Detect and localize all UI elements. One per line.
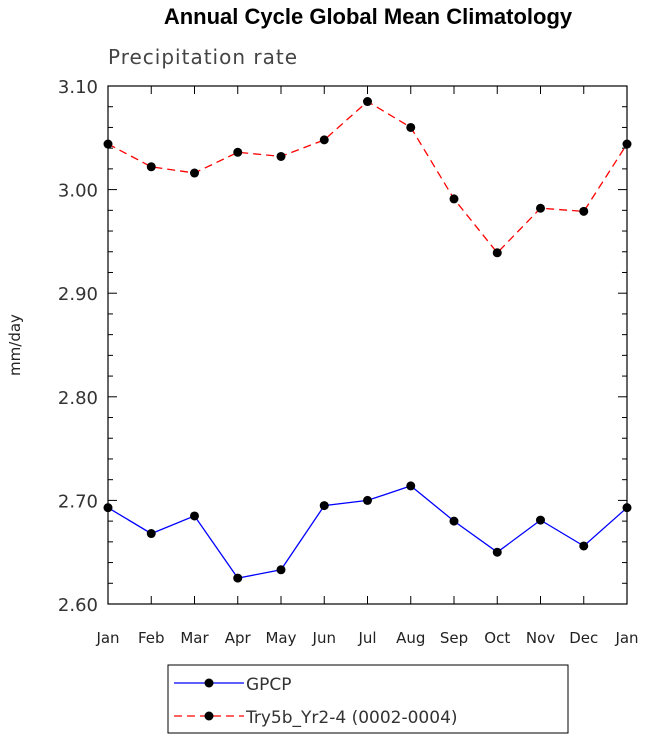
- point-gpcp: [449, 516, 459, 526]
- y-axis-label: mm/day: [6, 314, 24, 376]
- x-tick-label: Sep: [440, 629, 468, 647]
- x-tick-labels: Jan Feb Mar Apr May Jun Jul Aug Sep Oct Nov Dec Jan: [95, 629, 638, 647]
- point-try5b: [449, 194, 459, 204]
- chart-subtitle: Precipitation rate: [108, 45, 298, 69]
- x-tick-label: Jun: [312, 629, 336, 647]
- plot-frame: [107, 85, 628, 605]
- point-try5b: [146, 162, 156, 172]
- x-tick-label: Apr: [225, 629, 252, 647]
- legend-label-try5b: Try5b_Yr2-4 (0002-0004): [245, 708, 458, 728]
- x-tick-label: Jan: [614, 629, 638, 647]
- x-tick-label: Oct: [484, 629, 510, 647]
- legend-box: [167, 664, 569, 734]
- point-gpcp: [233, 573, 243, 583]
- point-gpcp: [146, 529, 156, 539]
- y-tick-label: 2.80: [58, 388, 98, 409]
- chart-title: Annual Cycle Global Mean Climatology: [164, 4, 573, 29]
- point-gpcp: [190, 511, 199, 521]
- x-tick-label: Dec: [569, 629, 598, 647]
- point-gpcp: [536, 515, 545, 525]
- point-try5b: [536, 203, 545, 213]
- plot-series: [103, 97, 632, 583]
- point-gpcp: [319, 501, 329, 511]
- legend-marker-gpcp: [204, 678, 214, 688]
- point-try5b: [276, 151, 286, 161]
- point-try5b: [233, 147, 243, 157]
- legend-marker-try5b: [204, 711, 214, 721]
- point-try5b: [190, 168, 199, 178]
- point-try5b: [579, 206, 589, 216]
- x-tick-label: Jan: [95, 629, 119, 647]
- y-tick-label: 2.60: [58, 595, 98, 616]
- x-tick-label: May: [265, 629, 296, 647]
- point-gpcp: [363, 495, 372, 505]
- x-tick-label: Mar: [180, 629, 209, 647]
- y-tick-label: 2.90: [58, 284, 98, 305]
- y-tick-label: 3.00: [58, 181, 98, 202]
- point-try5b: [406, 122, 416, 132]
- series-line-try5b: [107, 100, 628, 254]
- x-tick-label: Feb: [138, 629, 165, 647]
- point-gpcp: [492, 547, 502, 557]
- x-tick-label: Jul: [357, 629, 376, 647]
- point-gpcp: [579, 541, 589, 551]
- legend: GPCP Try5b_Yr2-4 (0002-0004): [167, 664, 569, 734]
- x-tick-label: Aug: [396, 629, 425, 647]
- y-tick-label: 3.10: [58, 77, 98, 98]
- x-tick-label: Nov: [526, 629, 555, 647]
- point-try5b: [492, 248, 502, 258]
- point-try5b: [319, 135, 329, 145]
- y-tick-label: 2.70: [58, 491, 98, 512]
- point-gpcp: [406, 481, 416, 491]
- axis-ticks: [107, 85, 628, 605]
- legend-label-gpcp: GPCP: [246, 675, 292, 695]
- point-try5b: [363, 97, 372, 107]
- point-gpcp: [276, 565, 286, 575]
- y-tick-labels: 2.60 2.70 2.80 2.90 3.00 3.10: [58, 77, 98, 616]
